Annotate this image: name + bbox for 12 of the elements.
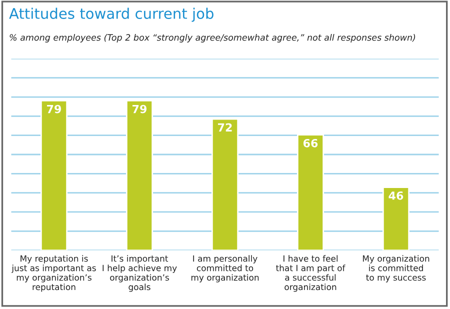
- x-tick-label: My reputation is just as important as my organization’s reputation: [12, 255, 96, 292]
- data-label: 79: [47, 104, 62, 114]
- x-tick-label: I am personally committed to my organization: [191, 255, 259, 282]
- x-tick-label: It’s important I help achieve my organization’s goals: [102, 255, 177, 292]
- data-label: 79: [132, 104, 147, 114]
- data-label: 46: [388, 191, 404, 200]
- chart-subtitle: % among employees (Top 2 box “strongly agree/somewhat agree,” not all responses shown): [10, 34, 416, 42]
- x-tick-label: My organization is committed to my success: [362, 255, 430, 282]
- x-tick-label: I have to feel that I am part of a successful organization: [276, 255, 346, 292]
- chart-title: Attitudes toward current job: [9, 8, 214, 22]
- data-label: 66: [303, 138, 318, 148]
- data-label: 72: [218, 123, 232, 132]
